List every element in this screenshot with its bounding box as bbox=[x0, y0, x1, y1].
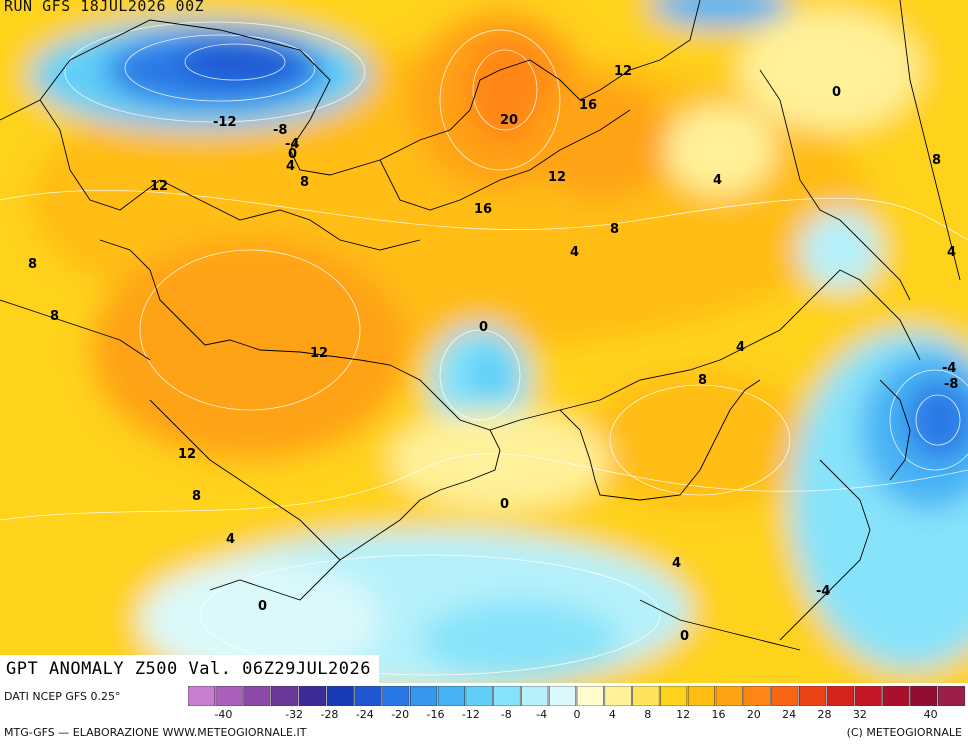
legend-swatch bbox=[243, 686, 271, 706]
legend-swatch bbox=[826, 686, 854, 706]
color-legend bbox=[188, 686, 966, 706]
credit-text: MTG-GFS — ELABORAZIONE WWW.METEOGIORNALE… bbox=[4, 726, 307, 739]
country-borders bbox=[0, 0, 961, 651]
contour-label: 16 bbox=[579, 98, 597, 113]
contour-label: 0 bbox=[500, 497, 509, 512]
legend-tick-label: 28 bbox=[817, 708, 832, 721]
legend-tick-labels: -40 -32 -28 -24 -20 -16 -12 -8 -4 0 4 8 12 16 20 24 28 32… bbox=[0, 708, 968, 722]
legend-tick-label: -16 bbox=[426, 708, 445, 721]
legend-swatch bbox=[465, 686, 493, 706]
contour-label: 0 bbox=[680, 629, 689, 644]
legend-swatch bbox=[854, 686, 882, 706]
contour-label: 0 bbox=[288, 147, 297, 162]
contour-label: -12 bbox=[213, 115, 237, 130]
contour-label: -4 bbox=[942, 361, 956, 376]
contour-label: 0 bbox=[258, 599, 267, 614]
contour-label: -8 bbox=[944, 377, 958, 392]
legend-tick-label: -40 bbox=[214, 708, 233, 721]
legend-swatch bbox=[548, 686, 577, 706]
legend-swatch bbox=[188, 686, 215, 706]
legend-swatch bbox=[326, 686, 354, 706]
legend-tick-label: -8 bbox=[500, 708, 512, 721]
contour-label: 4 bbox=[713, 173, 722, 188]
contour-label: 4 bbox=[736, 340, 745, 355]
contour-label: 0 bbox=[832, 85, 841, 100]
contour-label: 12 bbox=[548, 170, 566, 185]
contour-label: 8 bbox=[192, 489, 201, 504]
legend-tick-label: 24 bbox=[782, 708, 797, 721]
legend-swatch bbox=[771, 686, 799, 706]
legend-swatch bbox=[743, 686, 771, 706]
contour-label: 8 bbox=[610, 222, 619, 237]
contour-label: -8 bbox=[273, 123, 287, 138]
legend-tick-label: -28 bbox=[320, 708, 339, 721]
copyright-text: (C) METEOGIORNALE bbox=[846, 726, 962, 739]
legend-tick-label: 12 bbox=[676, 708, 691, 721]
contour-label: -4 bbox=[816, 584, 830, 599]
legend-tick-label: -20 bbox=[391, 708, 410, 721]
legend-swatch bbox=[910, 686, 938, 706]
legend-swatch bbox=[298, 686, 327, 706]
legend-swatch bbox=[660, 686, 688, 706]
contour-label: 8 bbox=[698, 373, 707, 388]
legend-tick-label: -12 bbox=[461, 708, 480, 721]
contour-label: 4 bbox=[947, 245, 956, 260]
contour-label: 4 bbox=[570, 245, 579, 260]
legend-swatch bbox=[437, 686, 465, 706]
legend-tick-label: 0 bbox=[573, 708, 581, 721]
contour-label: 20 bbox=[500, 113, 518, 128]
contour-label: 8 bbox=[300, 175, 309, 190]
contour-label: -4 bbox=[285, 137, 299, 152]
legend-tick-label: -4 bbox=[536, 708, 548, 721]
contour-label: 0 bbox=[479, 320, 488, 335]
data-source: DATI NCEP GFS 0.25° bbox=[4, 690, 121, 703]
legend-swatch bbox=[604, 686, 632, 706]
contour-label: 12 bbox=[310, 346, 328, 361]
legend-tick-label: 4 bbox=[608, 708, 616, 721]
legend-swatch bbox=[632, 686, 660, 706]
legend-swatch bbox=[576, 686, 604, 706]
contour-label: 8 bbox=[28, 257, 37, 272]
legend-swatch bbox=[354, 686, 382, 706]
legend-tick-label: 20 bbox=[746, 708, 761, 721]
contour-label: 8 bbox=[932, 153, 941, 168]
contour-label: 16 bbox=[474, 202, 492, 217]
legend-swatch bbox=[937, 686, 966, 706]
contour-labels: -12 -8 -4 0 4 8 12 8 16 20 12 16 12 0 8 … bbox=[28, 64, 958, 644]
legend-swatch bbox=[687, 686, 716, 706]
legend-tick-label: -32 bbox=[285, 708, 304, 721]
legend-tick-label: -24 bbox=[355, 708, 374, 721]
legend-swatch bbox=[715, 686, 743, 706]
contour-label: 8 bbox=[50, 309, 59, 324]
legend-tick-label: 16 bbox=[711, 708, 726, 721]
contour-label: 12 bbox=[614, 64, 632, 79]
legend-tick-label: 40 bbox=[923, 708, 938, 721]
contour-label: 4 bbox=[286, 159, 295, 174]
legend-swatch bbox=[271, 686, 299, 706]
legend-swatch bbox=[409, 686, 438, 706]
geopotential-anomaly-map: -12 -8 -4 0 4 8 12 8 16 20 12 16 12 0 8 … bbox=[0, 0, 968, 683]
legend-tick-label: 32 bbox=[852, 708, 867, 721]
legend-swatch bbox=[521, 686, 549, 706]
legend-swatch bbox=[382, 686, 410, 706]
legend-tick-label: 8 bbox=[644, 708, 652, 721]
contour-label: 4 bbox=[672, 556, 681, 571]
contour-label: 12 bbox=[150, 179, 168, 194]
anomaly-contours bbox=[0, 21, 968, 676]
legend-swatch bbox=[882, 686, 910, 706]
contour-label: 4 bbox=[226, 532, 235, 547]
anomaly-field bbox=[0, 0, 968, 683]
legend-swatch bbox=[215, 686, 243, 706]
legend-swatch bbox=[493, 686, 521, 706]
contour-label: 12 bbox=[178, 447, 196, 462]
run-label: RUN GFS 18JUL2026 00Z bbox=[4, 0, 205, 15]
map-title: GPT ANOMALY Z500 Val. 06Z29JUL2026 bbox=[0, 655, 379, 683]
legend-swatch bbox=[798, 686, 827, 706]
